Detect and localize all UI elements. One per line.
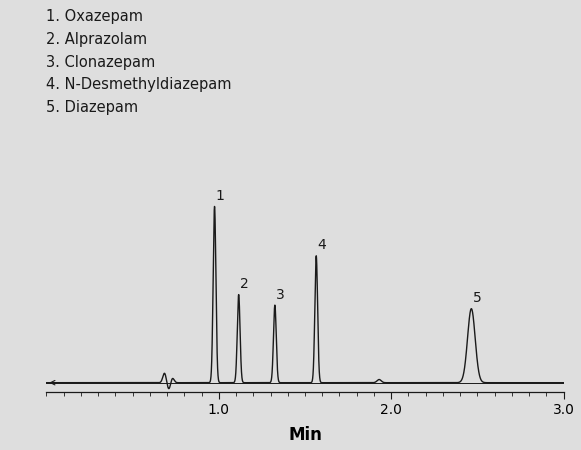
- Text: 4: 4: [318, 238, 327, 252]
- X-axis label: Min: Min: [288, 426, 322, 444]
- Text: 3: 3: [276, 288, 285, 302]
- Text: 1: 1: [216, 189, 225, 203]
- Text: 5: 5: [473, 291, 482, 305]
- Text: 1. Oxazepam
2. Alprazolam
3. Clonazepam
4. N-Desmethyldiazepam
5. Diazepam: 1. Oxazepam 2. Alprazolam 3. Clonazepam …: [46, 9, 232, 115]
- Text: 2: 2: [240, 277, 249, 291]
